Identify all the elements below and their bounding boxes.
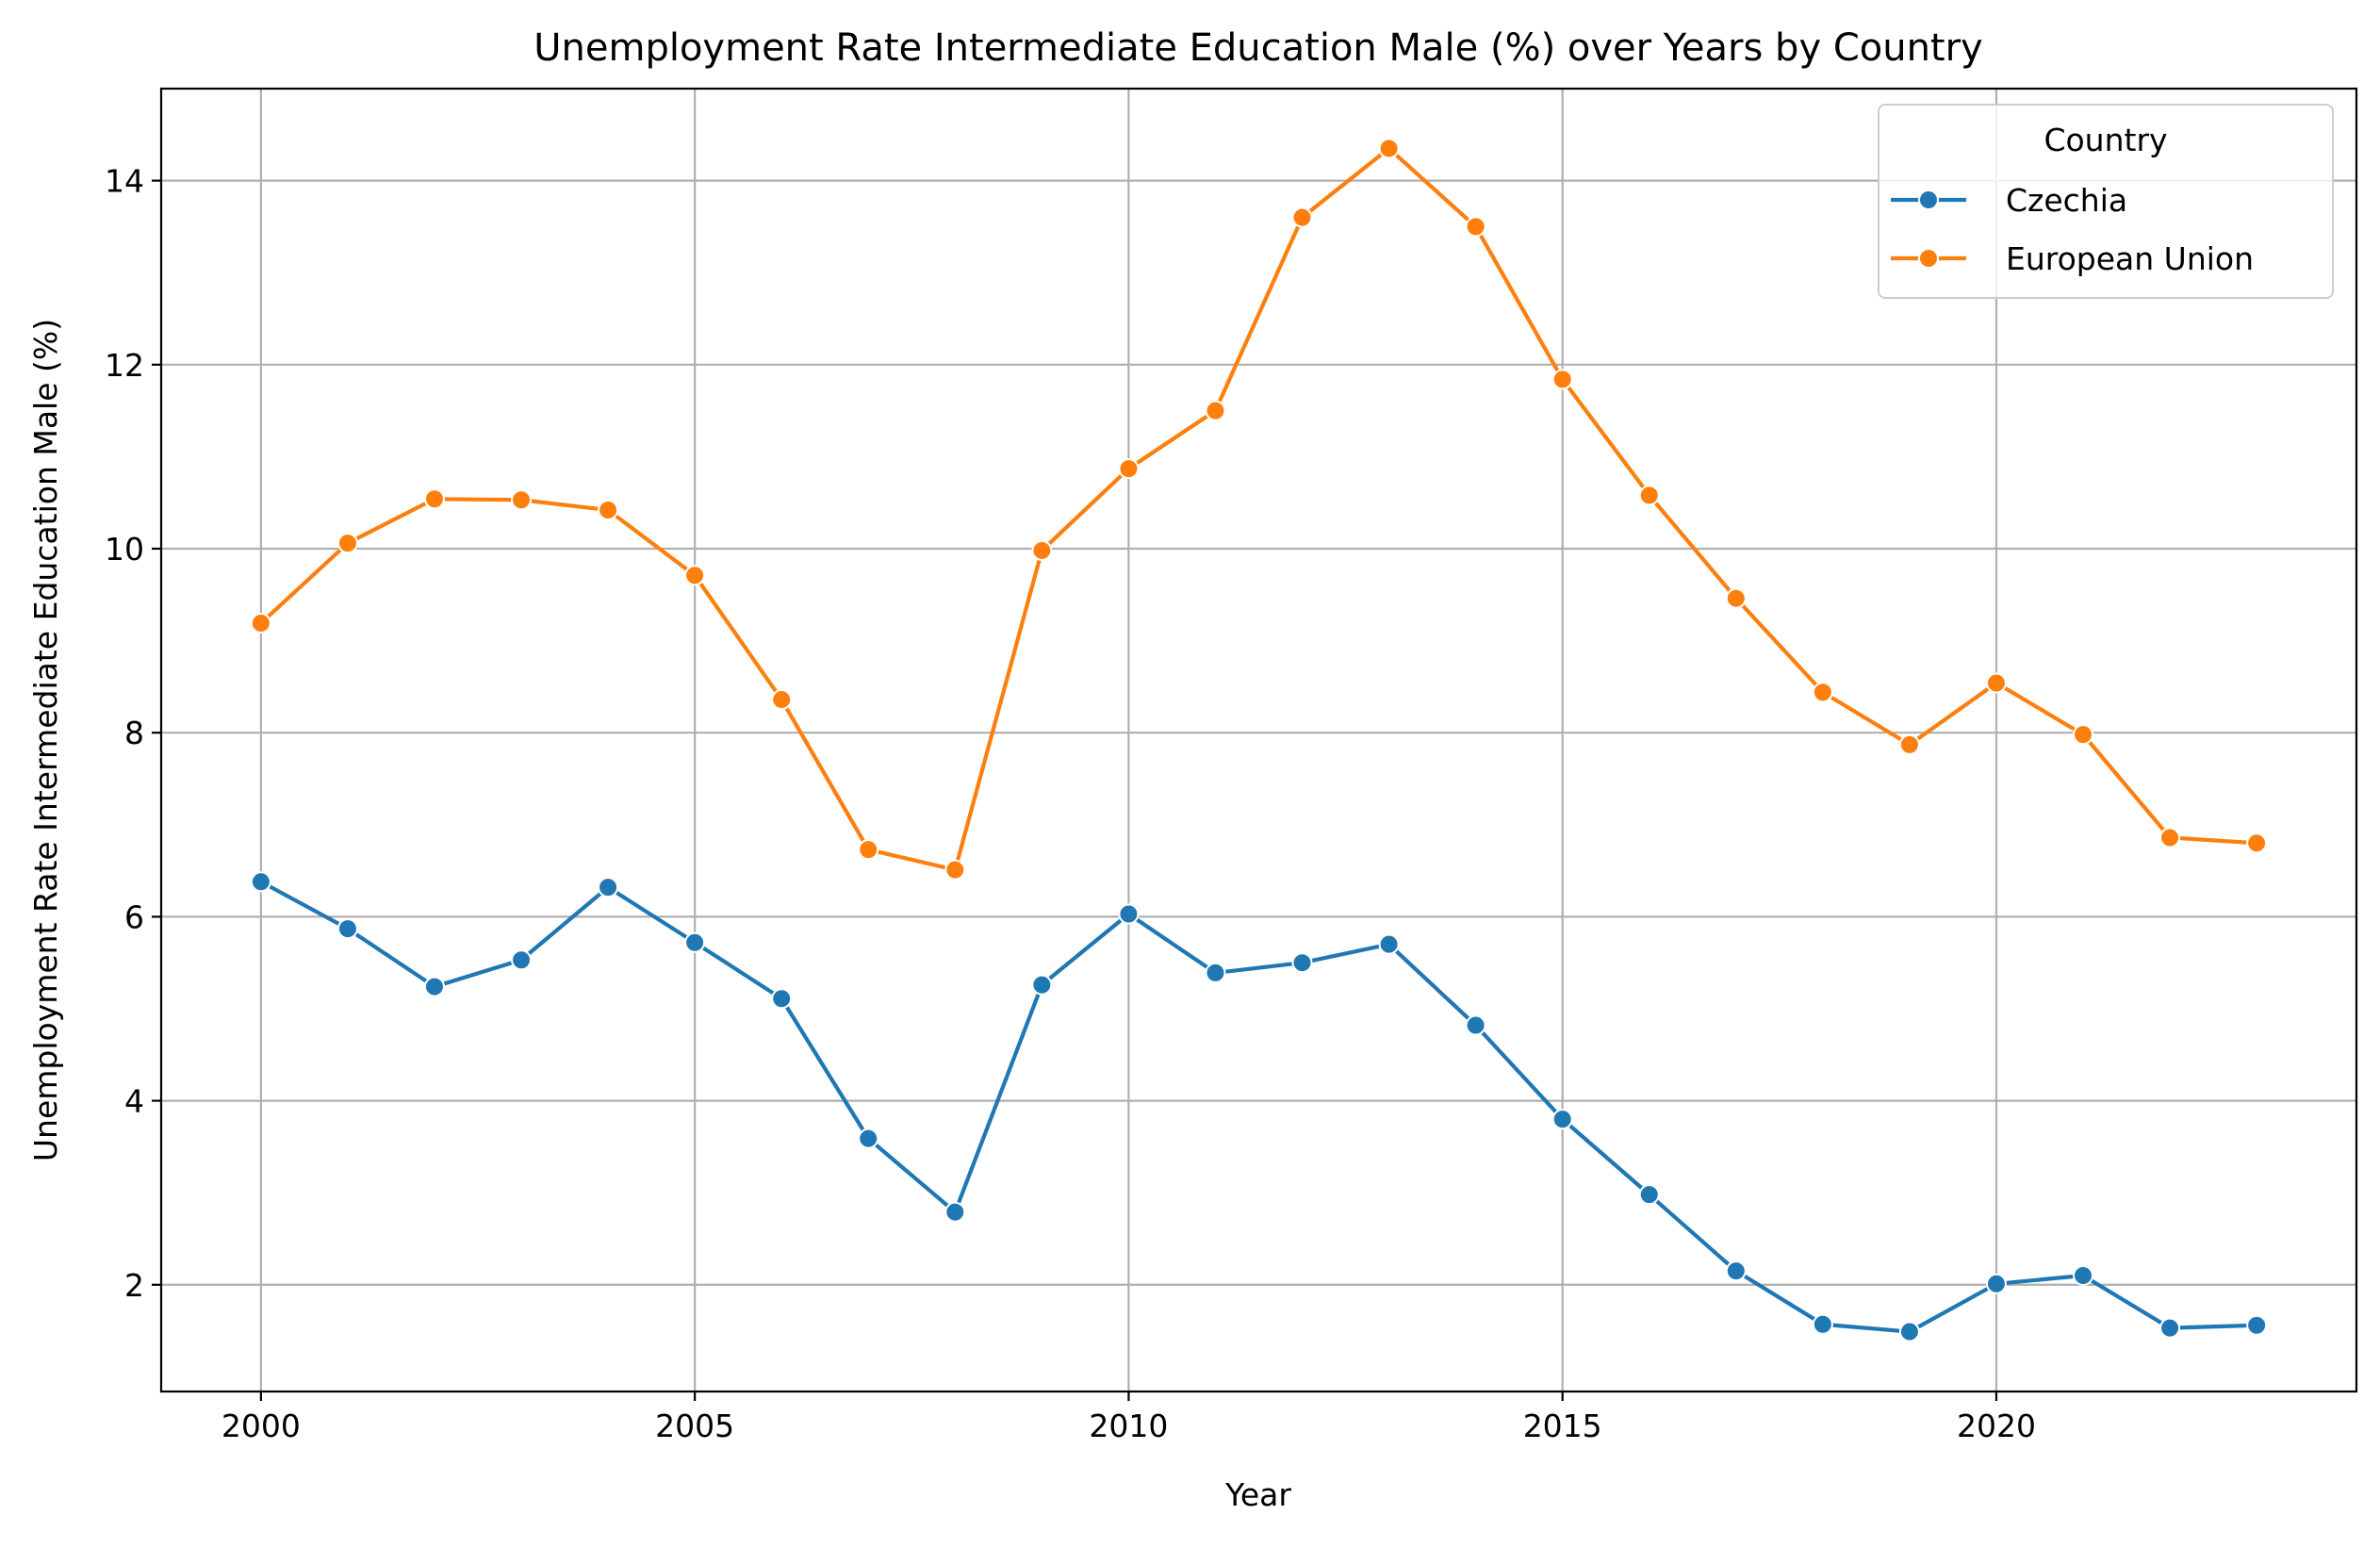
grid <box>161 89 2356 1392</box>
data-point-european-union <box>598 500 619 521</box>
data-point-european-union <box>336 533 358 554</box>
data-point-european-union <box>1725 587 1747 609</box>
data-point-european-union <box>1031 539 1053 561</box>
data-point-czechia <box>1551 1109 1573 1130</box>
data-point-european-union <box>2246 832 2268 854</box>
data-point-czechia <box>2073 1265 2094 1287</box>
data-point-european-union <box>1898 733 1920 755</box>
x-tick-label: 2000 <box>222 1408 301 1444</box>
data-point-european-union <box>1118 458 1140 480</box>
data-point-czechia <box>1118 903 1140 925</box>
data-point-european-union <box>771 689 793 711</box>
data-point-czechia <box>1291 952 1313 974</box>
data-point-czechia <box>944 1201 966 1223</box>
data-point-czechia <box>1725 1260 1747 1282</box>
legend-swatch-marker <box>1918 189 1939 210</box>
series-czechia <box>250 871 2268 1342</box>
data-point-european-union <box>1812 682 1833 703</box>
data-point-european-union <box>2159 827 2181 848</box>
data-point-czechia <box>684 931 706 953</box>
data-point-czechia <box>1031 974 1053 996</box>
data-point-czechia <box>1638 1184 1660 1206</box>
y-axis: 2 4 6 8 10 12 14 <box>105 163 161 1304</box>
legend-label: European Union <box>2006 240 2254 277</box>
data-point-czechia <box>1465 1014 1486 1036</box>
data-point-european-union <box>250 613 271 634</box>
y-tick-label: 6 <box>124 898 144 935</box>
y-tick-label: 10 <box>105 531 144 568</box>
series-line-czechia <box>258 880 2259 1334</box>
data-point-czechia <box>1205 962 1226 983</box>
data-point-european-union <box>1205 400 1226 421</box>
data-point-european-union <box>1465 216 1486 238</box>
data-point-czechia <box>598 877 619 898</box>
data-point-european-union <box>1551 369 1573 390</box>
legend-frame <box>1878 104 2334 299</box>
data-point-czechia <box>423 976 445 997</box>
data-point-czechia <box>250 871 271 893</box>
data-point-european-union <box>1638 485 1660 506</box>
data-point-czechia <box>771 988 793 1010</box>
y-tick-label: 14 <box>105 163 144 200</box>
data-point-czechia <box>1985 1273 2007 1294</box>
data-point-czechia <box>858 1128 879 1149</box>
series-european-union <box>250 138 2268 881</box>
legend-entry-european-union: European Union <box>1891 240 2254 277</box>
legend-entry-czechia: Czechia <box>1891 182 2127 219</box>
data-point-czechia <box>1898 1321 1920 1342</box>
chart-title: Unemployment Rate Intermediate Education… <box>533 26 1982 70</box>
x-tick-label: 2005 <box>655 1408 734 1444</box>
y-tick-label: 2 <box>124 1267 144 1304</box>
series-layer <box>250 138 2268 1342</box>
legend-entries: Czechia European Union <box>1891 182 2254 277</box>
data-point-czechia <box>2159 1317 2181 1339</box>
data-point-czechia <box>2246 1314 2268 1336</box>
legend-title: Country <box>2044 122 2167 158</box>
data-point-european-union <box>684 565 706 586</box>
y-tick-label: 8 <box>124 715 144 751</box>
legend: Country Czechia European Union <box>1878 104 2334 299</box>
data-point-european-union <box>2073 724 2094 746</box>
y-tick-label: 4 <box>124 1083 144 1120</box>
legend-swatch-marker <box>1918 248 1939 269</box>
data-point-czechia <box>1378 933 1400 955</box>
data-point-european-union <box>1985 672 2007 694</box>
data-point-czechia <box>336 918 358 940</box>
x-tick-label: 2020 <box>1957 1408 2036 1444</box>
x-tick-label: 2010 <box>1089 1408 1168 1444</box>
data-point-european-union <box>944 859 966 881</box>
y-tick-label: 12 <box>105 347 144 384</box>
data-point-czechia <box>511 949 533 971</box>
x-axis: 2000 2005 2010 2015 2020 <box>222 1392 2036 1444</box>
x-tick-label: 2015 <box>1523 1408 1602 1444</box>
plot-frame <box>159 87 2358 1393</box>
series-line-european-union <box>258 146 2259 872</box>
x-axis-label: Year <box>1224 1476 1291 1513</box>
y-axis-label: Unemployment Rate Intermediate Education… <box>27 319 64 1161</box>
data-point-european-union <box>1378 138 1400 159</box>
legend-label: Czechia <box>2006 182 2127 219</box>
data-point-czechia <box>1812 1313 1833 1335</box>
data-point-european-union <box>511 489 533 511</box>
data-point-european-union <box>1291 206 1313 228</box>
data-point-european-union <box>858 839 879 861</box>
data-point-european-union <box>423 488 445 510</box>
